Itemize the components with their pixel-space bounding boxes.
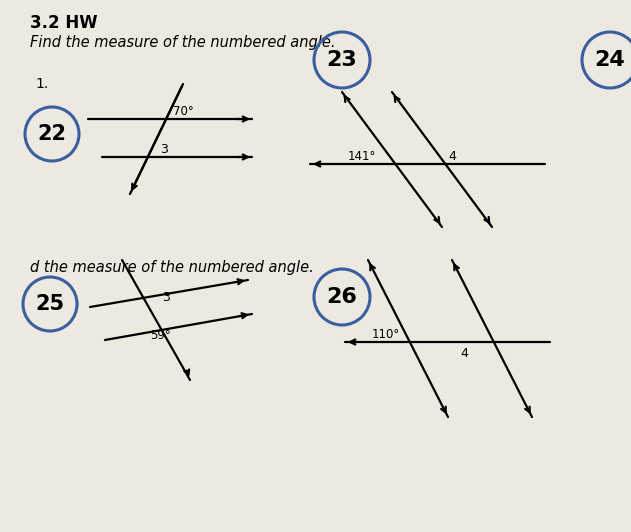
Text: 3.2 HW: 3.2 HW: [30, 14, 98, 32]
Text: 70°: 70°: [173, 105, 194, 118]
Text: 59°: 59°: [150, 329, 171, 342]
Text: 141°: 141°: [348, 150, 376, 163]
Text: 23: 23: [327, 50, 357, 70]
Text: 1.: 1.: [35, 77, 48, 91]
Text: 3: 3: [162, 291, 170, 304]
Text: d the measure of the numbered angle.: d the measure of the numbered angle.: [30, 260, 314, 275]
Text: 110°: 110°: [372, 328, 400, 341]
Text: 22: 22: [37, 124, 66, 144]
Text: Find the measure of the numbered angle.: Find the measure of the numbered angle.: [30, 35, 336, 50]
Text: 25: 25: [35, 294, 64, 314]
Text: 4: 4: [448, 150, 456, 163]
Text: 24: 24: [594, 50, 625, 70]
Text: 3: 3: [160, 143, 168, 156]
Text: 26: 26: [327, 287, 357, 307]
Text: 4: 4: [460, 347, 468, 360]
